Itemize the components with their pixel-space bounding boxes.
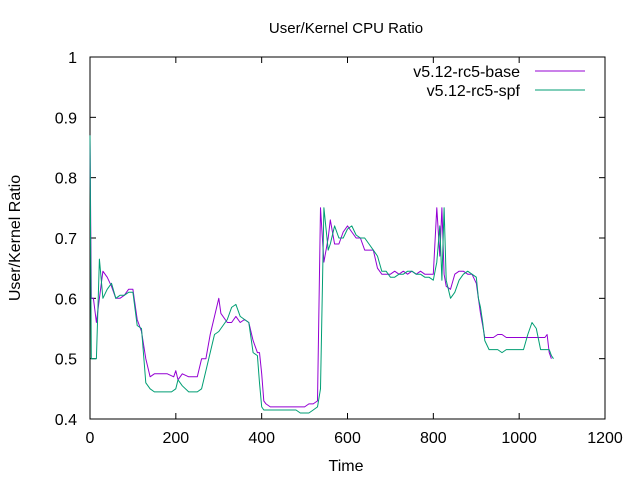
x-axis-label: Time bbox=[329, 458, 364, 475]
x-tick-label: 0 bbox=[86, 430, 95, 447]
y-tick-label: 0.4 bbox=[55, 412, 77, 429]
x-tick-label: 600 bbox=[334, 430, 361, 447]
x-tick-label: 400 bbox=[248, 430, 275, 447]
plot-area: 0 200 400 600 800 1000 1200 0.4 0.5 0.6 0.7 0.8 0.9 1 bbox=[55, 50, 623, 447]
y-tick-label: 0.6 bbox=[55, 291, 77, 308]
chart-title: User/Kernel CPU Ratio bbox=[269, 20, 423, 37]
y-tick-label: 0.9 bbox=[55, 110, 77, 127]
y-tick-label: 0.5 bbox=[55, 352, 77, 369]
y-tick-label: 0.8 bbox=[55, 171, 77, 188]
x-tick-label: 200 bbox=[162, 430, 189, 447]
legend: v5.12-rc5-base v5.12-rc5-spf bbox=[413, 64, 585, 100]
x-tick-label: 800 bbox=[420, 430, 447, 447]
x-tick-label: 1200 bbox=[587, 430, 623, 447]
x-tick-label: 1000 bbox=[501, 430, 537, 447]
plot-frame bbox=[89, 56, 606, 420]
y-axis-label: User/Kernel Ratio bbox=[7, 175, 24, 301]
y-tick-label: 0.7 bbox=[55, 231, 77, 248]
legend-entry-label: v5.12-rc5-base bbox=[413, 64, 520, 81]
legend-entry-label: v5.12-rc5-spf bbox=[427, 83, 521, 100]
series-line-v5.12-rc5-base bbox=[89, 135, 552, 408]
y-tick-label: 1 bbox=[68, 50, 77, 67]
series-line-v5.12-rc5-spf bbox=[89, 135, 554, 414]
